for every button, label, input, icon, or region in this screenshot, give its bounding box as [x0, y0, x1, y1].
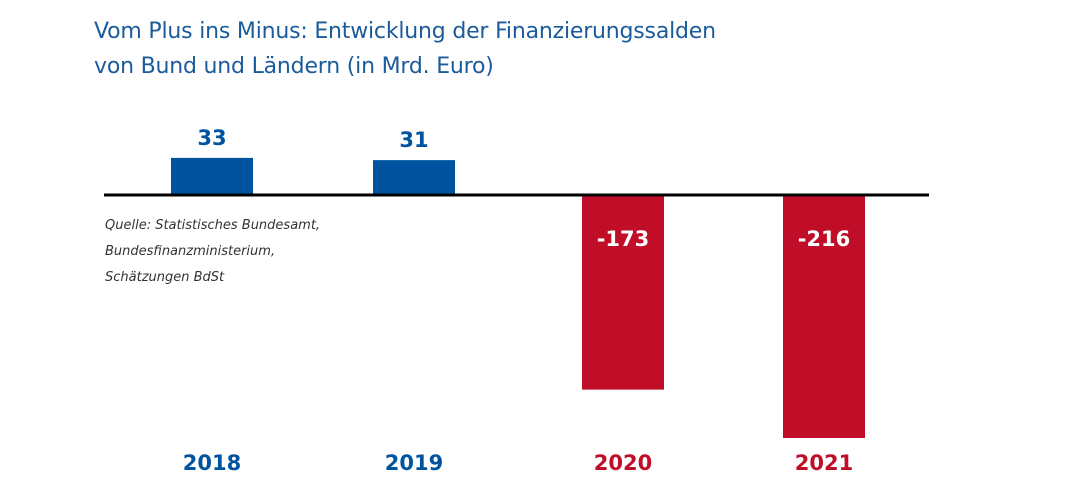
bar-2018: [171, 157, 253, 195]
source-note-line-3: Schätzungen BdSt: [105, 270, 225, 285]
category-label-2020: 2020: [594, 451, 652, 475]
bar-2021: [783, 195, 865, 438]
value-label-2021: -216: [798, 227, 851, 251]
value-label-2020: -173: [597, 227, 650, 251]
value-label-2019: 31: [399, 128, 428, 152]
bar-2019: [373, 160, 455, 195]
category-label-2021: 2021: [795, 451, 853, 475]
value-label-2018: 33: [197, 126, 226, 150]
chart-title: Vom Plus ins Minus: Entwicklung der Fina…: [94, 14, 716, 84]
chart-title-line-1: Vom Plus ins Minus: Entwicklung der Fina…: [94, 19, 716, 44]
category-label-2018: 2018: [183, 451, 241, 475]
source-note-line-2: Bundesfinanzministerium,: [105, 244, 276, 259]
source-note: Quelle: Statistisches Bundesamt, Bundesf…: [105, 213, 320, 291]
source-note-line-1: Quelle: Statistisches Bundesamt,: [105, 218, 321, 233]
category-label-2019: 2019: [385, 451, 443, 475]
bar-2020: [582, 195, 664, 390]
chart-title-line-2: von Bund und Ländern (in Mrd. Euro): [94, 54, 494, 79]
